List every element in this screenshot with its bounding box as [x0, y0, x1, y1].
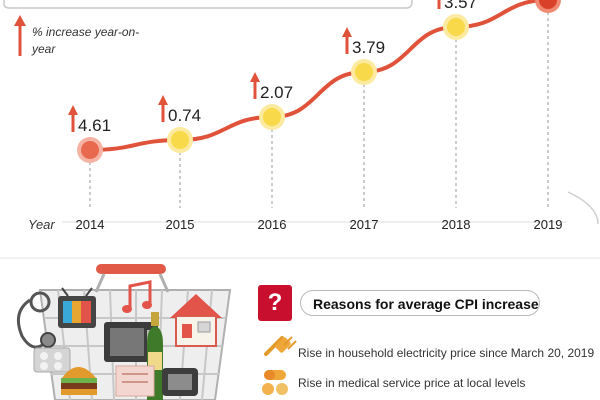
telephone-icon: [162, 368, 198, 396]
reason-text: Rise in household electricity price sinc…: [298, 346, 595, 360]
television-icon: [58, 287, 96, 328]
value-label: 3.79: [352, 38, 385, 57]
data-point: [81, 141, 99, 159]
data-point: [355, 63, 373, 81]
title-banner-edge: [3, 0, 413, 9]
legend-label: % increase year-on-year: [32, 25, 140, 56]
increase-arrow-icon: [250, 72, 260, 99]
data-point: [447, 18, 465, 36]
increase-arrow-icon: [68, 105, 78, 132]
value-label: 0.74: [168, 106, 201, 125]
legend-arrow-icon: [14, 15, 26, 56]
increase-arrow-icon: [437, 0, 441, 9]
x-tick-label: 2016: [258, 217, 287, 232]
reason-text: Rise in medical service price at local l…: [298, 376, 526, 390]
x-tick-label: 2019: [534, 217, 563, 232]
x-tick-label: 2017: [350, 217, 379, 232]
stethoscope-icon: [16, 291, 56, 349]
house-icon: [170, 294, 222, 347]
music-note-icon: [122, 280, 152, 313]
paper-document-icon: [115, 365, 155, 397]
value-label: 3.57: [444, 0, 477, 12]
x-tick-label: 2014: [76, 217, 105, 232]
reasons-title: Reasons for average CPI increase: [300, 290, 540, 316]
value-label: 2.07: [260, 83, 293, 102]
axis-decor-curve: [567, 191, 599, 225]
x-tick-label: 2018: [442, 217, 471, 232]
increase-arrow-icon: [158, 95, 168, 122]
data-point: [263, 108, 281, 126]
data-point: [171, 131, 189, 149]
data-point: [539, 0, 557, 9]
pill-blister-icon: [33, 347, 71, 373]
medicine-pills-icon: [262, 370, 288, 395]
question-mark-icon: ?: [258, 285, 292, 321]
x-axis-title: Year: [28, 217, 55, 232]
burger-icon: [61, 367, 97, 395]
x-tick-label: 2015: [166, 217, 195, 232]
cpi-series-line: [88, 0, 550, 152]
electric-plug-icon: [264, 336, 297, 356]
increase-arrow-icon: [342, 27, 352, 54]
shopping-basket-illustration: [16, 264, 232, 400]
value-label: 4.61: [78, 116, 111, 135]
